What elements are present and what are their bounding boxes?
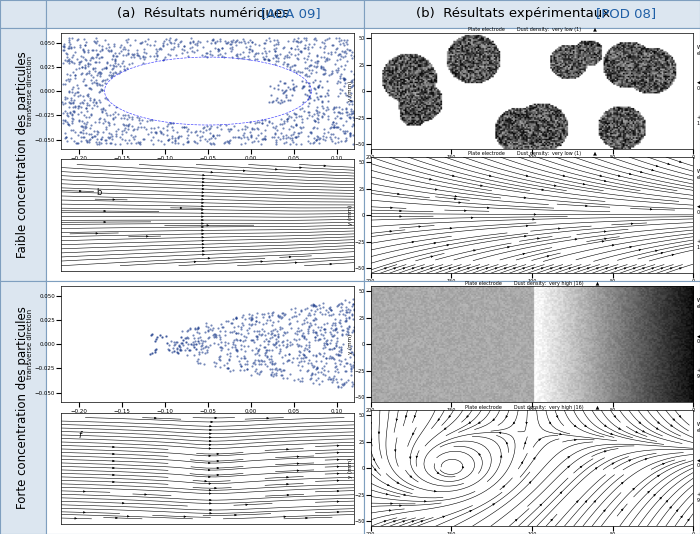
Text: Faible concentration des particules: Faible concentration des particules — [16, 51, 29, 258]
Text: [POD 08]: [POD 08] — [596, 7, 656, 20]
Text: [ADA 09]: [ADA 09] — [261, 7, 321, 20]
Text: Forte concentration des particules: Forte concentration des particules — [16, 306, 29, 509]
Text: (a)  Résultats numériques: (a) Résultats numériques — [117, 7, 293, 20]
Text: (b)  Résultats expérimentaux: (b) Résultats expérimentaux — [416, 7, 615, 20]
